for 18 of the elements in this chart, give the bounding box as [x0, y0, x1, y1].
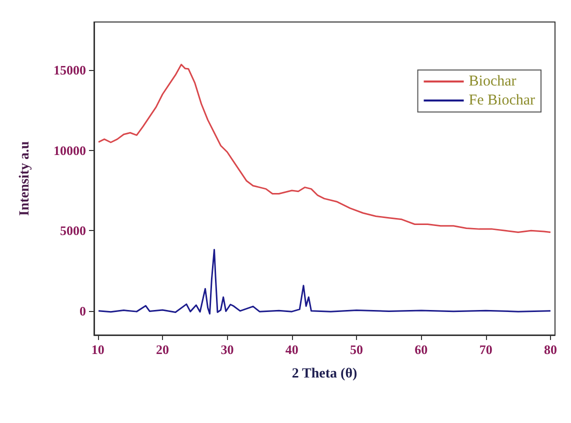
x-tick-label: 50 [350, 342, 364, 357]
y-axis-title: Intensity a.u [18, 140, 32, 216]
line-series [98, 248, 552, 315]
x-tick-label: 60 [414, 342, 428, 357]
y-tick-label: 15000 [54, 62, 86, 78]
legend-label: Fe Biochar [468, 92, 536, 108]
y-tick-label: 0 [80, 303, 86, 318]
x-tick-label: 40 [285, 342, 298, 357]
x-tick-label: 20 [156, 342, 170, 357]
x-tick-label: 70 [479, 342, 492, 357]
y-tick-label: 5000 [60, 223, 86, 238]
x-tick-label: 80 [544, 342, 557, 357]
x-tick-label: 30 [220, 342, 234, 357]
legend-label: Biochar [468, 74, 516, 90]
line-series [98, 64, 552, 234]
x-tick-label: 10 [91, 342, 104, 357]
y-tick-label: 10000 [54, 142, 86, 158]
x-axis-title: 2 Theta (θ) [292, 366, 358, 382]
